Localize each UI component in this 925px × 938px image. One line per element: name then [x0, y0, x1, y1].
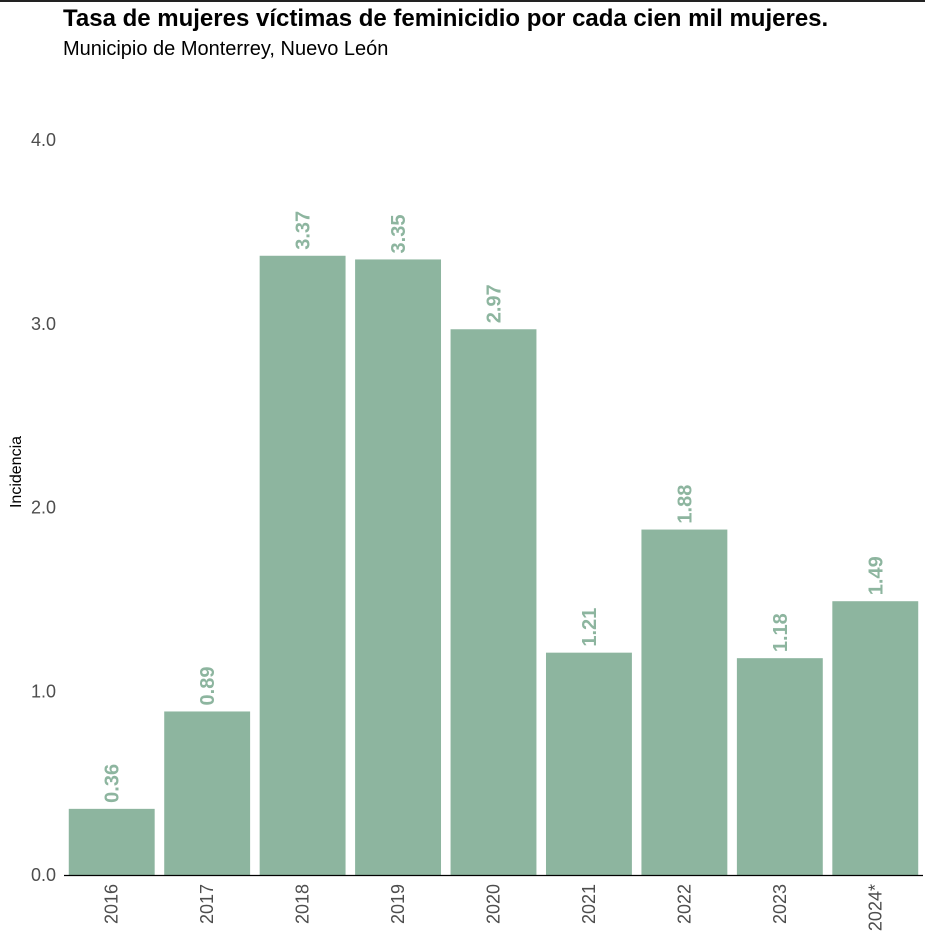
bar-2019 — [355, 259, 442, 875]
data-label-2023: 1.18 — [770, 613, 792, 652]
x-tick-label-2019: 2019 — [388, 884, 408, 924]
x-tick-label-2017: 2017 — [197, 884, 217, 924]
bar-2020 — [450, 329, 537, 875]
chart-title: Tasa de mujeres víctimas de feminicidio … — [63, 5, 829, 32]
data-label-2022: 1.88 — [674, 485, 696, 524]
bar-2023 — [736, 658, 823, 875]
bar-2017 — [164, 711, 251, 875]
bar-2022 — [641, 529, 728, 875]
x-tick-label-2021: 2021 — [579, 884, 599, 924]
data-label-2016: 0.36 — [102, 764, 124, 803]
bar-2018 — [259, 255, 346, 875]
bars — [68, 255, 919, 875]
y-tick-label: 0.0 — [31, 865, 56, 885]
data-label-2020: 2.97 — [484, 284, 506, 323]
y-axis-ticks: 0.0 1.0 2.0 3.0 4.0 — [31, 130, 56, 885]
data-label-2021: 1.21 — [579, 608, 601, 647]
y-tick-label: 4.0 — [31, 130, 56, 150]
data-label-2018: 3.37 — [293, 211, 315, 250]
bar-2021 — [545, 652, 632, 875]
x-tick-label-2024*: 2024* — [865, 884, 885, 931]
data-label-2017: 0.89 — [197, 667, 219, 706]
data-label-2024*: 1.49 — [865, 556, 887, 595]
bar-2016 — [68, 808, 155, 875]
x-tick-label-2016: 2016 — [102, 884, 122, 924]
top-border — [0, 0, 925, 2]
x-tick-label-2023: 2023 — [770, 884, 790, 924]
chart-subtitle: Municipio de Monterrey, Nuevo León — [63, 38, 389, 60]
y-axis-label: Incidencia — [8, 436, 25, 508]
y-tick-label: 2.0 — [31, 498, 56, 518]
y-tick-label: 3.0 — [31, 314, 56, 334]
x-tick-label-2022: 2022 — [674, 884, 694, 924]
x-tick-label-2018: 2018 — [293, 884, 313, 924]
y-tick-label: 1.0 — [31, 681, 56, 701]
x-tick-label-2020: 2020 — [484, 884, 504, 924]
x-axis-ticks: 2016 2017 2018 2019 2020 2021 2022 2023 2024* — [102, 884, 886, 931]
bar-2024* — [832, 601, 919, 875]
data-labels: 0.36 0.89 3.37 3.35 2.97 1.21 1.88 1.18 1.49 — [102, 211, 888, 803]
data-label-2019: 3.35 — [388, 215, 410, 254]
